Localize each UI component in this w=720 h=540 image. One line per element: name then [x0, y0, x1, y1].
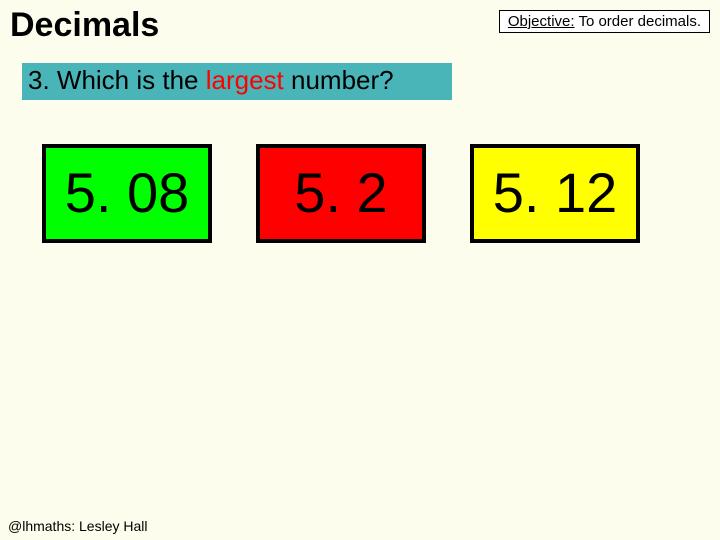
footer-credit: @lhmaths: Lesley Hall	[8, 518, 148, 534]
answer-card-2[interactable]: 5. 2	[256, 144, 426, 243]
answer-value-3: 5. 12	[493, 161, 618, 224]
header-row: Decimals Objective: To order decimals.	[0, 0, 720, 45]
question-prefix: 3. Which is the	[28, 65, 206, 95]
question-highlight: largest	[206, 65, 284, 95]
objective-box: Objective: To order decimals.	[499, 10, 710, 33]
answer-value-1: 5. 08	[65, 161, 190, 224]
question-bar: 3. Which is the largest number?	[22, 63, 452, 100]
answer-cards: 5. 08 5. 2 5. 12	[42, 144, 720, 243]
answer-card-3[interactable]: 5. 12	[470, 144, 640, 243]
question-suffix: number?	[284, 65, 394, 95]
answer-card-1[interactable]: 5. 08	[42, 144, 212, 243]
page-title: Decimals	[10, 6, 159, 45]
objective-label: Objective:	[508, 13, 575, 30]
objective-text: To order decimals.	[575, 13, 701, 30]
answer-value-2: 5. 2	[294, 161, 387, 224]
